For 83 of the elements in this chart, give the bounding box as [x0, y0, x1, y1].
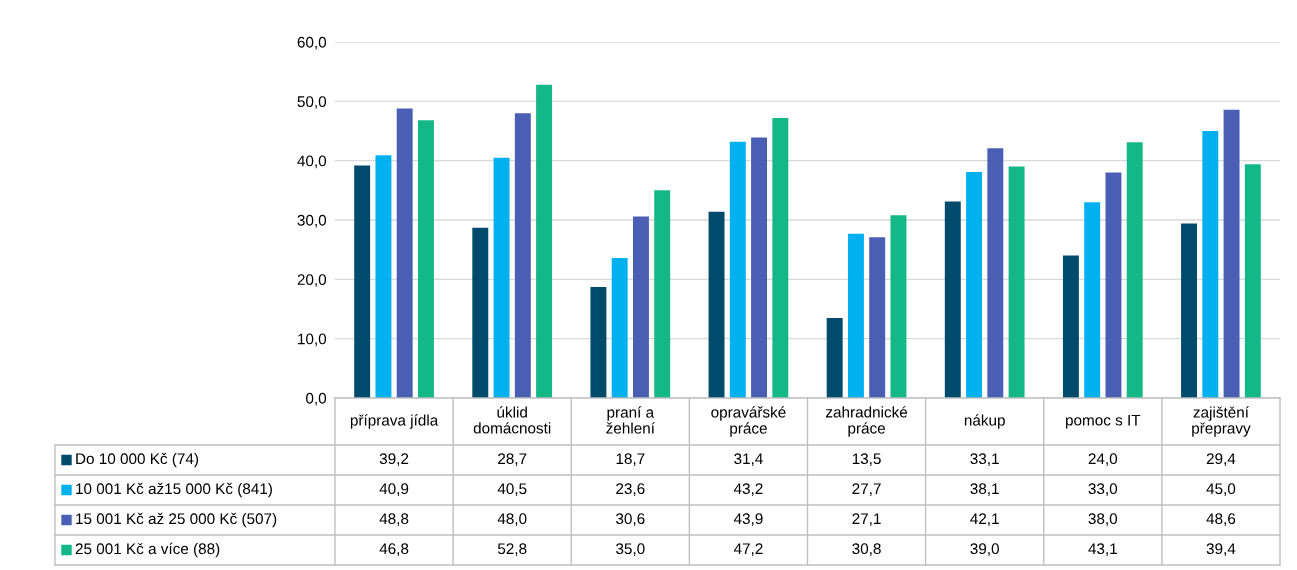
bar [987, 148, 1004, 398]
x-tick-label: opravářské práce [711, 406, 786, 437]
bar [590, 287, 607, 398]
bar [1244, 164, 1261, 398]
bar [869, 237, 886, 398]
data-label: 43,2 [733, 483, 763, 496]
x-tick-label: nákup [964, 414, 1005, 429]
data-label: 28,7 [498, 453, 527, 466]
bar [1202, 131, 1219, 398]
x-tick-label: praní a žehlení [606, 406, 655, 434]
data-label: 38,1 [970, 483, 999, 496]
y-tick-label: 30,0 [297, 214, 327, 228]
bar [472, 227, 489, 398]
x-tick-label: pomoc s IT [1066, 414, 1141, 429]
data-label: 40,9 [379, 483, 409, 496]
data-label: 48,8 [379, 513, 409, 526]
data-label: 46,8 [379, 543, 409, 556]
data-label: 42,1 [970, 513, 999, 526]
x-tick-label: zahradnické práce [825, 406, 908, 437]
data-label: 39,4 [1206, 543, 1236, 556]
data-label: 43,1 [1088, 543, 1117, 556]
legend-label: Do 10 000 Kč (74) [76, 452, 199, 468]
bar [375, 155, 392, 398]
x-tick-label: úklid domácnosti [473, 406, 551, 434]
legend-label: 10 001 Kč až15 000 Kč (841) [76, 482, 272, 498]
bar [890, 215, 907, 398]
data-label: 39,2 [379, 453, 409, 466]
data-label: 45,0 [1206, 483, 1236, 496]
y-tick-label: 10,0 [298, 333, 327, 347]
legend-label: 25 001 Kč a více (88) [75, 542, 220, 558]
y-tick-label: 20,0 [297, 274, 327, 287]
y-tick-label: 50,0 [297, 96, 327, 109]
y-tick-label: 60,0 [297, 36, 327, 50]
data-label: 18,7 [616, 453, 645, 466]
bar [611, 257, 628, 398]
x-tick-label: příprava jídla [350, 414, 439, 429]
data-label: 40,5 [497, 483, 527, 496]
bar [1105, 172, 1122, 398]
bar [1062, 255, 1079, 398]
data-label: 39,0 [970, 543, 999, 556]
bar [708, 211, 725, 398]
bar [1084, 202, 1101, 398]
y-tick-label: 40,0 [297, 155, 327, 169]
bar [1223, 109, 1240, 398]
data-label: 33,0 [1088, 483, 1118, 496]
bar [396, 108, 413, 398]
bar [514, 113, 531, 398]
data-label: 33,1 [970, 453, 999, 466]
bar [966, 171, 983, 398]
bar [654, 190, 671, 398]
data-label: 52,8 [497, 543, 527, 556]
bar [729, 141, 746, 398]
data-label: 23,6 [616, 483, 645, 496]
data-label: 27,7 [852, 483, 881, 496]
data-label: 47,2 [733, 543, 763, 556]
bar [536, 84, 553, 398]
bar [826, 317, 843, 398]
legend-label: 15 001 Kč až 25 000 Kč (507) [76, 512, 277, 528]
bar [1181, 223, 1198, 398]
data-label: 31,4 [734, 453, 763, 466]
bar [944, 201, 961, 398]
y-tick-label: 0,0 [306, 392, 327, 406]
data-label: 43,9 [733, 513, 763, 526]
data-label: 30,8 [852, 543, 881, 556]
data-label: 38,0 [1088, 513, 1118, 526]
bar [632, 216, 649, 398]
data-label: 48,6 [1206, 513, 1236, 526]
bar [493, 157, 510, 398]
x-tick-label: zajištění přepravy [1192, 406, 1251, 437]
data-label: 27,1 [852, 513, 881, 526]
bar [751, 137, 768, 398]
bar [847, 233, 864, 398]
data-label: 30,6 [616, 513, 645, 526]
data-label: 48,0 [497, 513, 527, 526]
bar [1008, 166, 1025, 398]
data-label: 24,0 [1088, 453, 1118, 466]
data-label: 13,5 [852, 453, 881, 466]
bar [1126, 142, 1143, 398]
bar [354, 165, 371, 398]
data-label: 29,4 [1206, 453, 1236, 466]
bar [772, 117, 789, 398]
bar [417, 120, 434, 398]
data-label: 35,0 [616, 543, 645, 556]
